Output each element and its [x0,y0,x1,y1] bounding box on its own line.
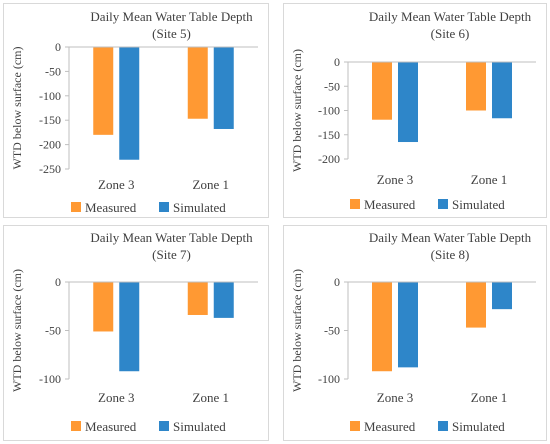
y-tick-label: 0 [55,275,61,289]
chart-subtitle: (Site 7) [152,247,191,262]
chart-panel-site-5: Daily Mean Water Table Depth (Site 5) WTD … [3,3,269,218]
legend-label-simulated: Simulated [173,419,226,434]
x-category-label: Zone 3 [98,390,134,405]
y-tick-label: -100 [39,372,61,386]
y-tick-label: -150 [39,113,61,127]
y-axis-label: WTD below surface (cm) [290,269,304,392]
bar-simulated-zone-1 [492,62,512,119]
legend-swatch-simulated [438,199,448,209]
legend-label-simulated: Simulated [173,200,226,215]
y-tick-label: -50 [324,324,340,338]
legend-swatch-measured [71,421,81,431]
chart-panel-site-6: Daily Mean Water Table Depth (Site 6) WTD … [283,3,547,218]
bar-measured-zone-3 [93,47,114,135]
legend-label-measured: Measured [364,197,416,212]
bar-simulated-zone-1 [213,282,234,318]
y-tick-label: 0 [334,275,340,289]
chart-subtitle: (Site 8) [431,247,470,262]
bar-simulated-zone-3 [398,62,418,143]
legend-label-simulated: Simulated [452,419,505,434]
bar-measured-zone-1 [466,62,486,111]
bar-measured-zone-1 [466,282,486,328]
legend-label-measured: Measured [364,419,416,434]
y-tick-label: -50 [324,79,340,93]
chart-panel-site-8: Daily Mean Water Table Depth (Site 8) WTD … [283,225,547,441]
legend-swatch-simulated [159,421,169,431]
bar-measured-zone-3 [372,282,392,372]
y-tick-label: -200 [318,152,340,166]
chart-panel-site-7: Daily Mean Water Table Depth (Site 7) WTD … [3,225,269,441]
legend-swatch-simulated [438,421,448,431]
y-tick-label: -100 [39,89,61,103]
x-category-label: Zone 3 [377,172,413,187]
bar-simulated-zone-3 [119,47,140,160]
chart-subtitle: (Site 6) [431,26,470,41]
legend-swatch-measured [350,199,360,209]
y-tick-label: -50 [45,64,61,78]
chart-title: Daily Mean Water Table Depth [90,230,253,245]
y-tick-label: -200 [39,138,61,152]
x-category-label: Zone 1 [193,177,229,192]
bar-simulated-zone-1 [213,47,234,129]
legend-swatch-measured [71,202,81,212]
x-category-label: Zone 3 [98,177,134,192]
chart-svg-site-7: Daily Mean Water Table Depth (Site 7) WTD … [10,230,258,434]
x-category-label: Zone 1 [471,390,507,405]
legend-swatch-simulated [159,202,169,212]
chart-svg-site-8: Daily Mean Water Table Depth (Site 8) WTD … [290,230,536,434]
bar-measured-zone-1 [187,47,208,119]
bar-measured-zone-1 [187,282,208,315]
chart-svg-site-5: Daily Mean Water Table Depth (Site 5) WTD … [10,9,258,215]
y-tick-label: -100 [318,372,340,386]
legend-label-measured: Measured [85,200,137,215]
bar-measured-zone-3 [372,62,392,120]
y-axis-label: WTD below surface (cm) [10,47,24,170]
y-tick-label: 0 [55,40,61,54]
legend-label-measured: Measured [85,419,137,434]
bar-simulated-zone-1 [492,282,512,310]
chart-subtitle: (Site 5) [152,26,191,41]
legend-label-simulated: Simulated [452,197,505,212]
y-tick-label: -50 [45,324,61,338]
y-axis-label: WTD below surface (cm) [10,269,24,392]
y-tick-label: -250 [39,162,61,176]
chart-title: Daily Mean Water Table Depth [369,9,532,24]
bar-simulated-zone-3 [119,282,140,372]
chart-svg-site-6: Daily Mean Water Table Depth (Site 6) WTD … [290,9,536,212]
chart-title: Daily Mean Water Table Depth [369,230,532,245]
x-category-label: Zone 3 [377,390,413,405]
x-category-label: Zone 1 [471,172,507,187]
y-tick-label: -100 [318,104,340,118]
bar-measured-zone-3 [93,282,114,332]
y-axis-label: WTD below surface (cm) [290,49,304,172]
y-tick-label: -150 [318,128,340,142]
x-category-label: Zone 1 [193,390,229,405]
legend-swatch-measured [350,421,360,431]
y-tick-label: 0 [334,55,340,69]
chart-title: Daily Mean Water Table Depth [90,9,253,24]
bar-simulated-zone-3 [398,282,418,368]
